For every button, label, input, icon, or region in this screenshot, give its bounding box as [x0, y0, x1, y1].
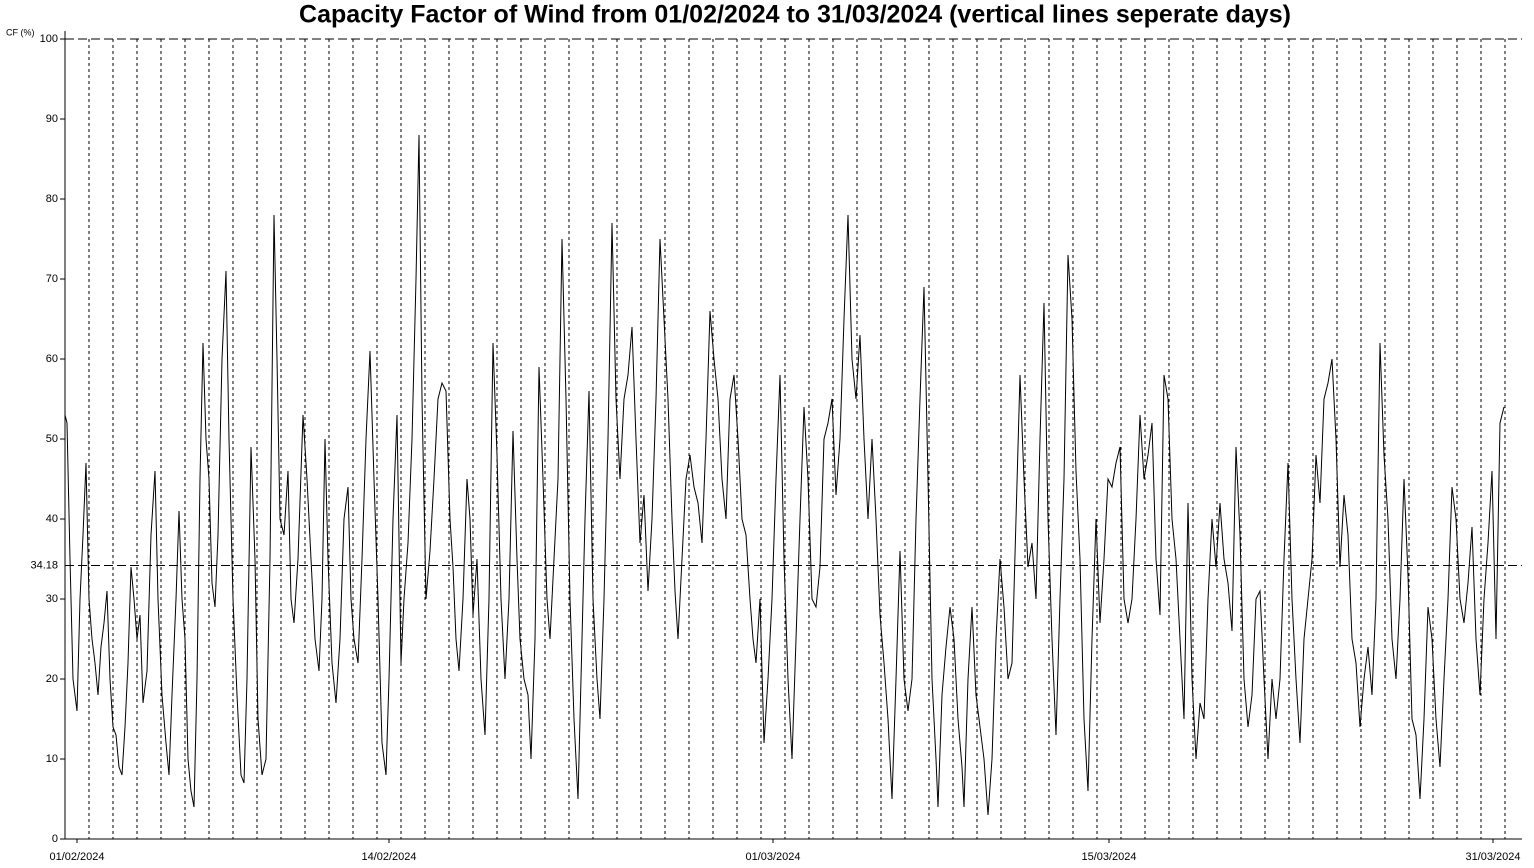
y-tick-label: 70 [46, 273, 58, 285]
y-tick-label: 100 [40, 33, 58, 45]
y-axis-label: CF (%) [6, 27, 35, 37]
y-tick-label: 0 [52, 833, 58, 845]
x-tick-label: 14/02/2024 [361, 851, 416, 863]
x-tick-label: 01/03/2024 [745, 851, 800, 863]
chart-title: Capacity Factor of Wind from 01/02/2024 … [299, 1, 1291, 29]
x-tick-label: 01/02/2024 [49, 851, 104, 863]
data-line [64, 134, 1505, 816]
y-tick-label: 50 [46, 433, 58, 445]
x-tick-label: 15/03/2024 [1081, 851, 1136, 863]
y-tick-label: 40 [46, 513, 58, 525]
reference-label: 34.18 [30, 559, 58, 571]
y-tick-label: 10 [46, 753, 58, 765]
y-tick-label: 20 [46, 673, 58, 685]
y-tick-label: 30 [46, 593, 58, 605]
y-tick-label: 90 [46, 113, 58, 125]
x-tick-label: 31/03/2024 [1465, 851, 1520, 863]
y-tick-label: 80 [46, 193, 58, 205]
y-tick-label: 60 [46, 353, 58, 365]
